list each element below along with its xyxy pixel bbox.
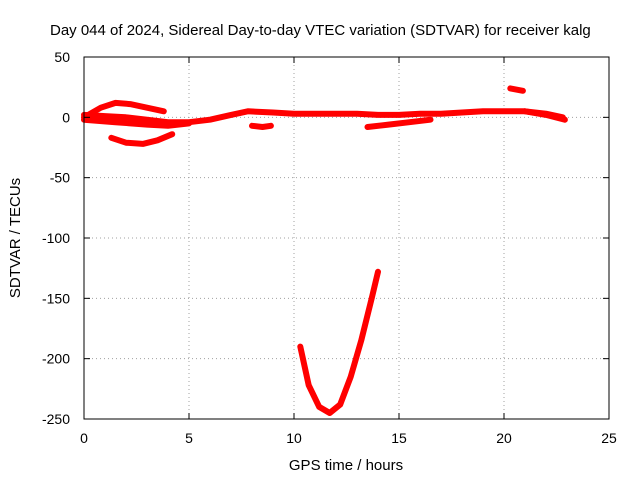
chart-title: Day 044 of 2024, Sidereal Day-to-day VTE… bbox=[50, 22, 591, 39]
series-right-short bbox=[364, 116, 434, 130]
x-tick-label: 10 bbox=[286, 430, 302, 446]
x-tick-label: 0 bbox=[80, 430, 88, 446]
y-tick-label: -50 bbox=[50, 170, 70, 186]
y-tick-label: 50 bbox=[54, 49, 70, 65]
x-tick-label: 5 bbox=[185, 430, 193, 446]
y-tick-label: -200 bbox=[42, 351, 70, 367]
y-tick-label: -150 bbox=[42, 290, 70, 306]
plot-series bbox=[81, 85, 568, 416]
y-axis-label: SDTVAR / TECUs bbox=[7, 178, 24, 298]
series-arc-upper bbox=[81, 99, 167, 121]
y-tick-label: -100 bbox=[42, 230, 70, 246]
x-tick-label: 25 bbox=[601, 430, 617, 446]
x-tick-labels: 0 5 10 15 20 25 bbox=[80, 430, 617, 446]
axis-ticks bbox=[83, 56, 610, 420]
series-main-band bbox=[81, 108, 566, 126]
x-tick-label: 15 bbox=[391, 430, 407, 446]
series-right-tail bbox=[522, 108, 568, 123]
series-lower-band bbox=[81, 116, 192, 129]
x-tick-label: 20 bbox=[496, 430, 512, 446]
y-tick-label: -250 bbox=[42, 411, 70, 427]
y-tick-labels: 50 0 -50 -100 -150 -200 -250 bbox=[42, 49, 70, 427]
series-deep-dip bbox=[297, 268, 381, 416]
x-axis-label: GPS time / hours bbox=[289, 457, 403, 474]
series-lower-left bbox=[108, 131, 176, 147]
y-tick-label: 0 bbox=[62, 109, 70, 125]
series-high-short bbox=[507, 85, 526, 94]
series-mid-short bbox=[249, 122, 274, 130]
